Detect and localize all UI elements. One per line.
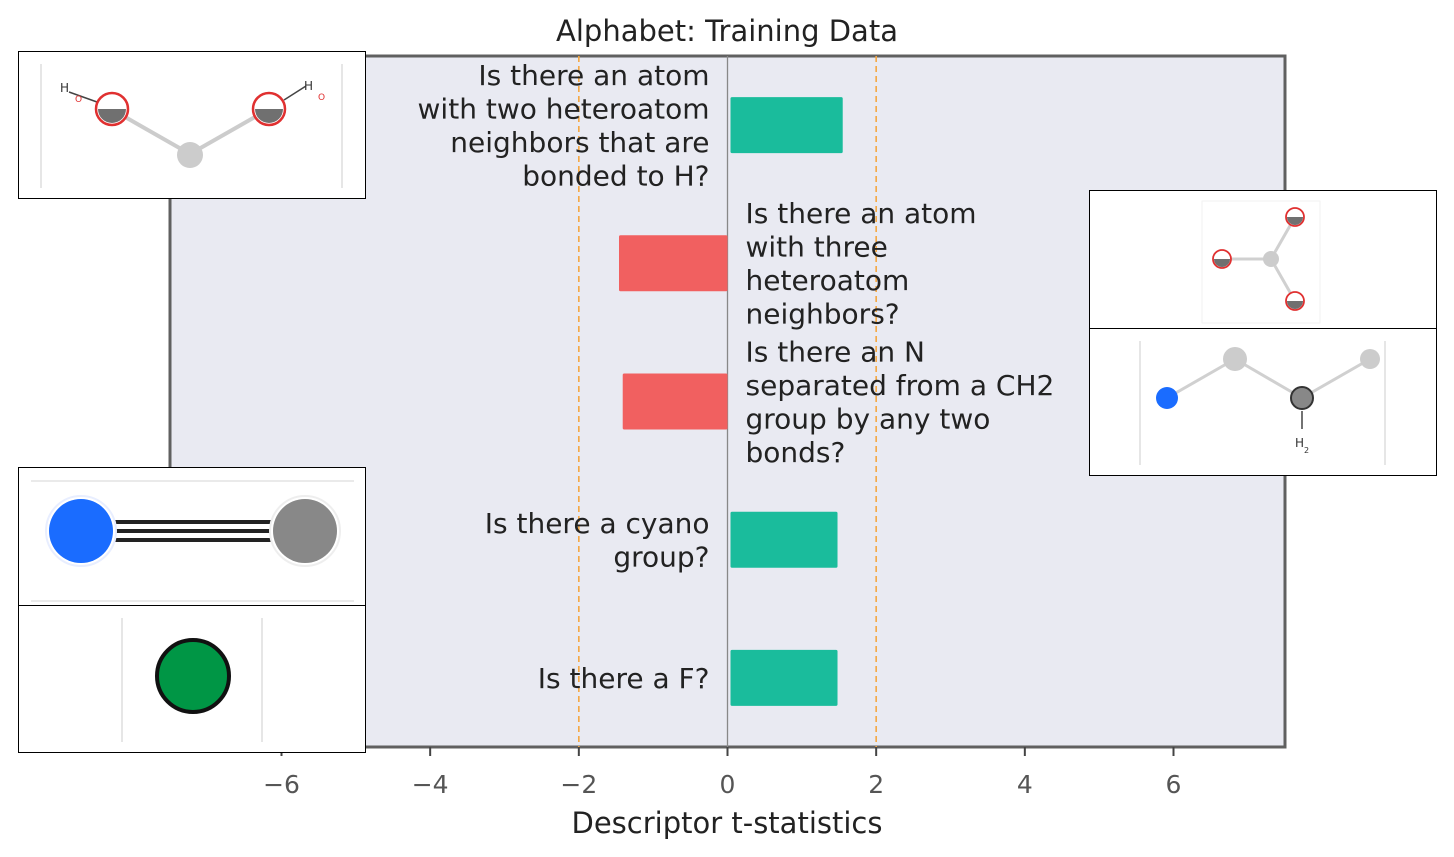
bar-label-line: Is there a F?: [538, 662, 710, 695]
bar-label-line: bonds?: [746, 436, 846, 469]
bar-label-line: with two heteroatom: [418, 92, 710, 125]
significance-lines: [578, 56, 877, 747]
atom-label: H: [304, 79, 313, 93]
x-tick-label: −2: [560, 770, 597, 799]
nitrogen-atom: [49, 499, 113, 563]
bar-label: Is there a cyano group?: [485, 507, 710, 574]
bar-label-line: Is there an atom: [746, 197, 977, 230]
central-atom: [1263, 251, 1279, 267]
carbon-atom: [273, 499, 337, 563]
bar-labels: Is there an atom with two heteroatom neigh…: [418, 59, 1055, 695]
x-tick-label: 6: [1166, 770, 1182, 799]
bar-label-line: group by any two: [746, 402, 991, 435]
x-tick-label: −4: [412, 770, 449, 799]
bar-label-line: neighbors that are: [450, 126, 709, 159]
carbon-atom: [177, 142, 203, 168]
molecule-fluorine-drawing: [121, 618, 263, 742]
molecule-cyano-drawing: [31, 480, 354, 602]
bar: [622, 373, 728, 430]
molecule-trisubstituted-drawing: [1201, 200, 1321, 324]
molecule-inset-cyano: [18, 467, 366, 606]
x-tick-label: 4: [1017, 770, 1033, 799]
bar: [619, 235, 728, 292]
x-tick-label: 0: [720, 770, 736, 799]
fluorine-atom: [155, 638, 231, 714]
bars: [619, 97, 843, 706]
molecule-amine-chain-drawing: H 2: [1139, 341, 1386, 465]
chart-title: Alphabet: Training Data: [556, 14, 898, 48]
atom-label: O: [75, 95, 82, 105]
molecule-inset-fluorine: [18, 605, 366, 753]
bar-label: Is there an atom with two heteroatom neigh…: [418, 59, 710, 193]
bar-label: Is there an atom with three heteroatom neig…: [746, 197, 977, 330]
atom-label: H: [60, 81, 69, 95]
bar-label-line: neighbors?: [746, 298, 900, 331]
molecule-diol-drawing: H O H O: [40, 64, 343, 188]
x-axis-label: Descriptor t-statistics: [572, 806, 883, 840]
nitrogen-atom: [1156, 387, 1178, 409]
atom-label: 2: [1304, 446, 1309, 455]
carbon-atom: [1223, 347, 1247, 371]
x-tick-label: 2: [868, 770, 884, 799]
bar-label-line: separated from a CH2: [746, 369, 1055, 402]
bar-label: Is there a F?: [538, 662, 710, 695]
bar-label-line: bonded to H?: [522, 159, 709, 192]
bar-label-line: group?: [613, 540, 709, 573]
carbon-atom: [1360, 349, 1380, 369]
x-axis-ticks: −6 −4 −2 0 2 4 6: [263, 747, 1181, 799]
molecule-inset-diol: H O H O: [18, 51, 366, 199]
bar-label-line: Is there an N: [746, 335, 925, 368]
bar-label-line: heteroatom: [746, 264, 910, 297]
molecule-inset-amine-chain: H 2: [1089, 328, 1437, 476]
bar-label-line: with three: [746, 231, 888, 264]
ch2-atom: [1290, 386, 1314, 410]
bar: [730, 649, 838, 706]
atom-label: H: [1295, 436, 1304, 450]
molecule-inset-trisubstituted: [1089, 190, 1437, 329]
atom-label: O: [318, 93, 325, 103]
bar: [730, 97, 843, 154]
x-tick-label: −6: [263, 770, 300, 799]
bar: [730, 511, 838, 568]
bar-label-line: Is there an atom: [478, 59, 709, 92]
bar-label-line: Is there a cyano: [485, 507, 710, 540]
